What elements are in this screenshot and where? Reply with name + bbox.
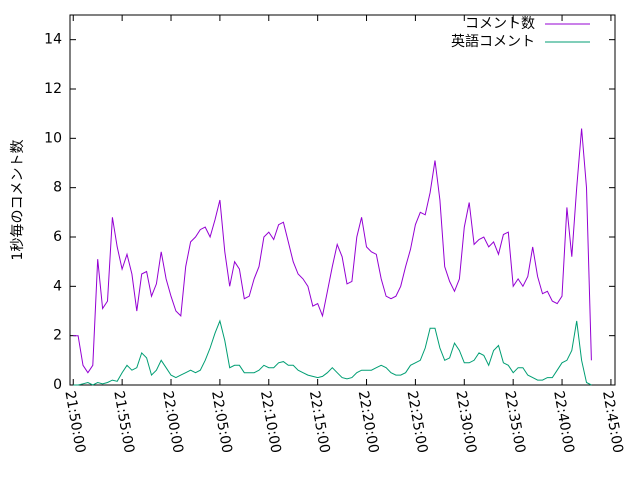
y-axis-label: 1秒毎のコメント数 [10,140,26,261]
x-tick-label: 22:05:00 [208,390,235,455]
y-tick-label: 8 [53,180,62,196]
x-tick-label: 21:55:00 [110,390,137,455]
x-tick-label: 22:25:00 [404,390,431,455]
series-line [73,128,592,374]
y-tick-label: 12 [44,81,62,97]
legend-label: コメント数 [465,16,535,32]
x-tick-label: 22:00:00 [159,390,186,455]
series-line [73,319,592,386]
y-tick-label: 10 [44,130,62,146]
y-tick-label: 14 [44,32,62,48]
x-tick-label: 22:20:00 [355,390,382,455]
x-tick-label: 22:40:00 [550,390,577,455]
x-tick-label: 22:10:00 [257,390,284,455]
y-tick-label: 4 [53,278,62,294]
x-tick-label: 22:45:00 [599,390,626,455]
y-tick-label: 0 [53,377,62,393]
x-tick-label: 22:30:00 [452,390,479,455]
plot-border [69,14,616,386]
x-tick-label: 22:15:00 [306,390,333,455]
legend-label: 英語コメント [451,33,535,50]
x-tick-label: 21:50:00 [61,390,88,455]
y-tick-label: 2 [53,328,62,344]
y-tick-label: 6 [53,229,62,245]
x-tick-label: 22:35:00 [501,390,528,455]
